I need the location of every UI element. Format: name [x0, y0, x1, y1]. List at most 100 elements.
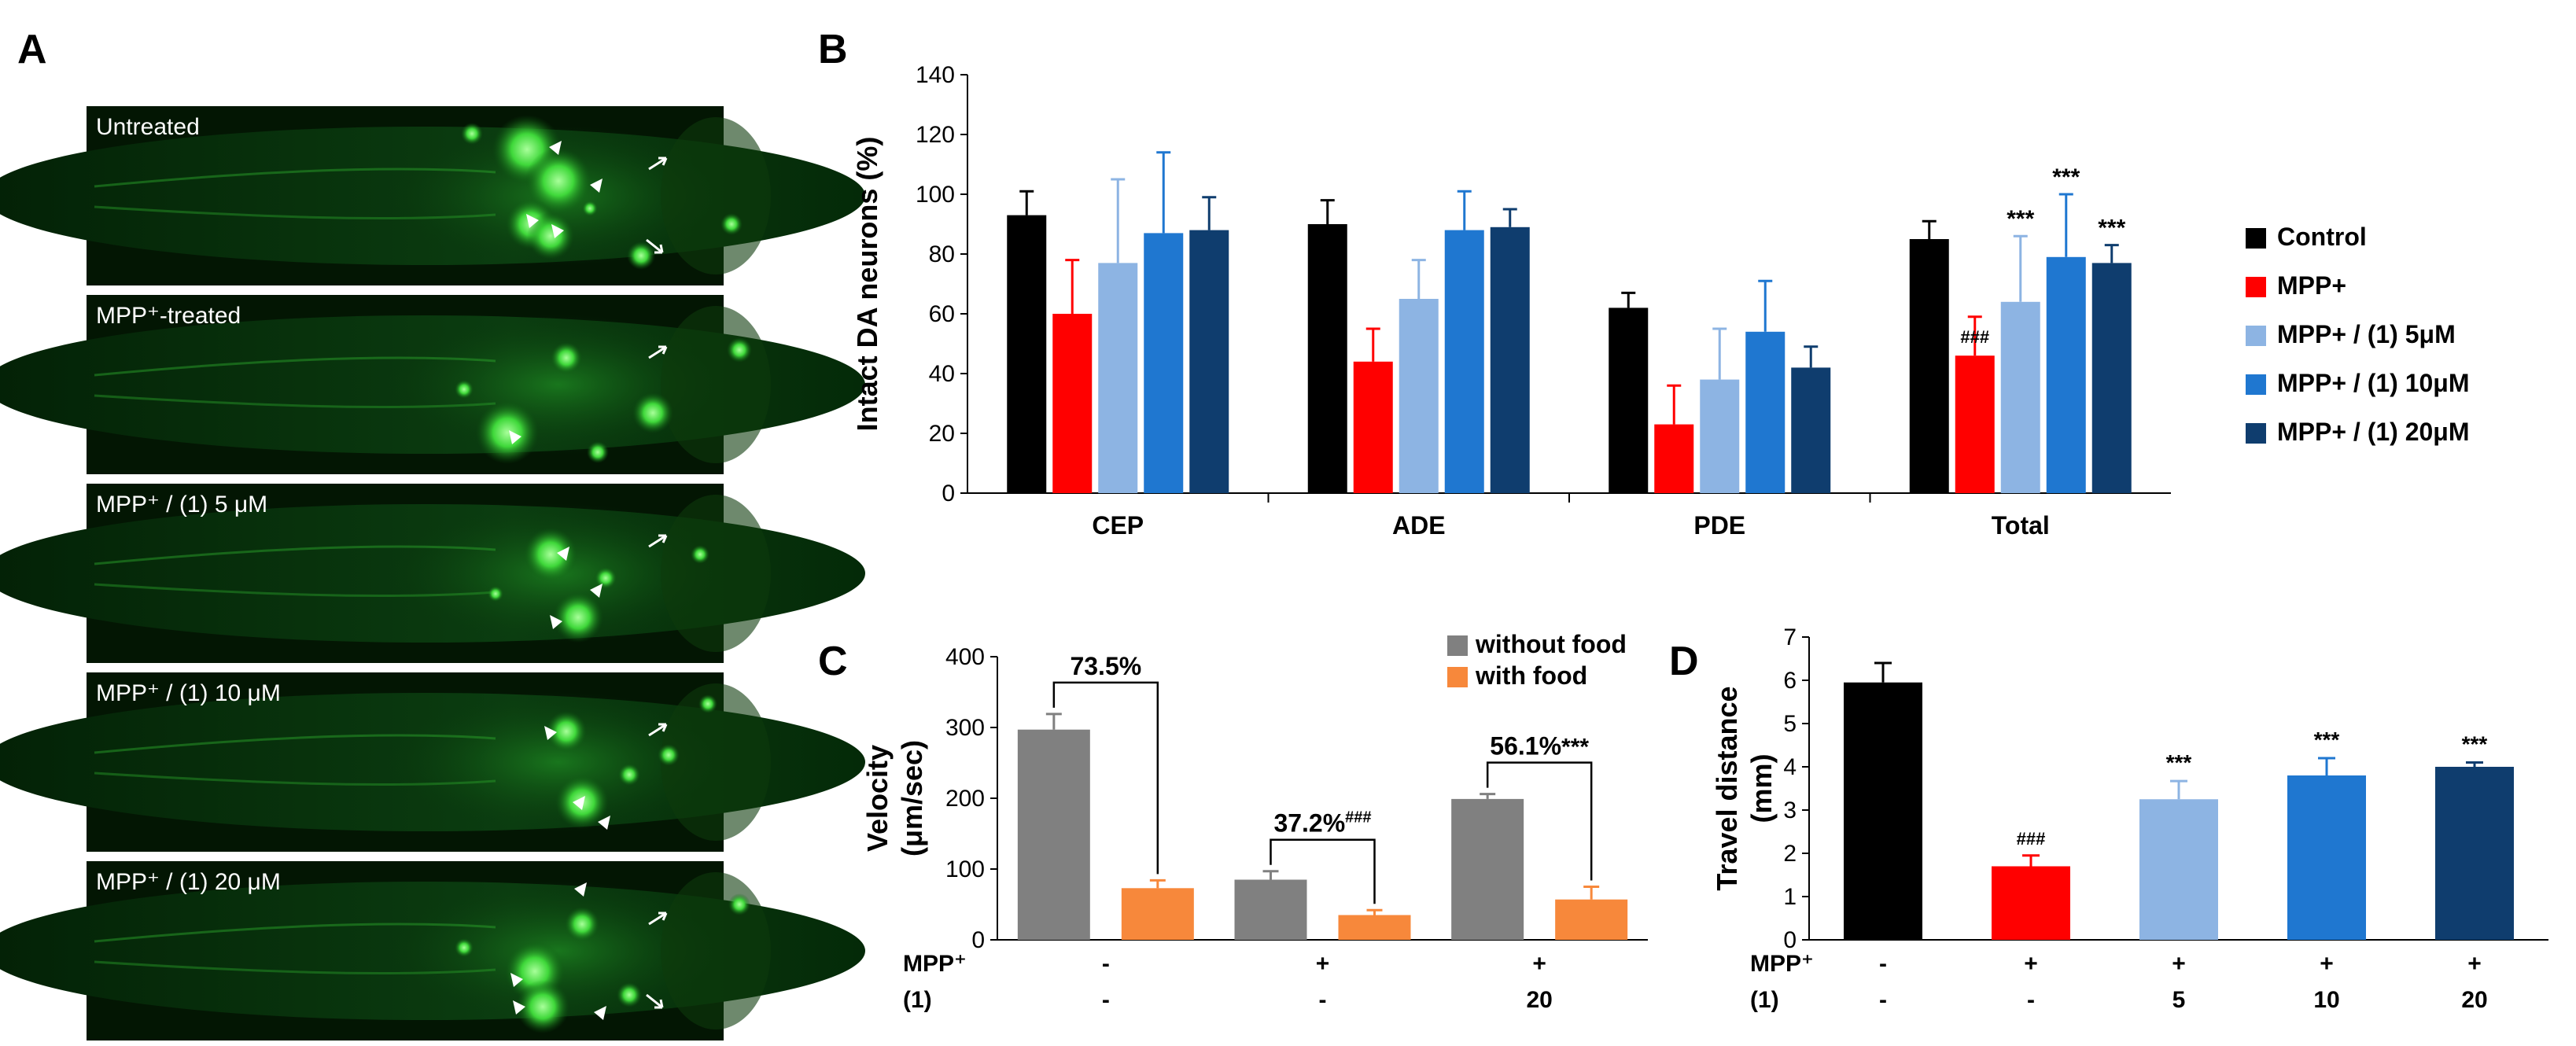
arrow-icon-head — [654, 244, 664, 254]
y-tick-label: 100 — [916, 182, 955, 208]
neuron-glow — [488, 586, 503, 602]
comparison-bracket — [1270, 838, 1376, 904]
neuron-glow — [582, 201, 598, 216]
dendrite-upper — [94, 734, 496, 754]
legend-label-with-food: with food — [1475, 661, 1587, 690]
y-tick-label: 300 — [945, 715, 985, 741]
neuron-glow — [595, 567, 617, 589]
arrowhead-icon — [574, 882, 587, 897]
bar-pde-mpp-1-5-m — [1700, 379, 1740, 493]
arrowhead-icon — [510, 973, 523, 987]
x-row-value: - — [1102, 951, 1110, 977]
bar-group3-without-food — [1451, 798, 1524, 940]
head-tip — [661, 117, 771, 274]
dendrite-upper — [94, 545, 496, 565]
neuron-glow — [455, 938, 474, 957]
significance-label: *** — [2098, 215, 2125, 241]
bar-total-mpp-1-10-m — [2046, 256, 2086, 493]
y-tick-label: 100 — [945, 856, 985, 882]
bar-cep-mpp-1-5-m — [1098, 263, 1138, 493]
x-row-value: + — [2467, 951, 2482, 977]
x-row-value: + — [2172, 951, 2186, 977]
legend-swatch-mpp — [2246, 277, 2266, 297]
bar-4 — [2287, 775, 2366, 940]
dendrite-lower — [94, 205, 496, 220]
micrograph-label: Untreated — [96, 114, 200, 140]
micrograph-1: Untreated — [0, 106, 865, 285]
neuron-glow — [617, 982, 642, 1007]
y-tick-label: 120 — [916, 122, 955, 148]
percent-reduction-label: 37.2%### — [1273, 809, 1371, 838]
significance-label: *** — [2314, 727, 2340, 752]
y-tick-label: 400 — [945, 644, 985, 670]
x-row-value: - — [1102, 987, 1110, 1013]
neuron-glow — [516, 980, 569, 1033]
chart-b-intact-da-neurons: 0 20 40 60 80 100 120 140 Intact DA neurons (%) C… — [851, 62, 2470, 540]
y-tick-label: 0 — [942, 481, 955, 506]
dendrite-lower — [94, 583, 496, 598]
arrow-icon — [648, 723, 667, 737]
bar-cep-mpp-1-10-m — [1144, 233, 1184, 493]
neuron-glow — [546, 711, 587, 752]
arrow-icon — [646, 993, 663, 1009]
legend-label-mpp-1-10-m: MPP+ / (1) 10μM — [2277, 369, 2470, 397]
arrow-icon-head — [658, 345, 668, 355]
y-tick-label: 200 — [945, 786, 985, 812]
arrowhead-icon — [557, 547, 569, 561]
bar-group2-with-food — [1338, 915, 1411, 940]
neuron-glow — [587, 441, 609, 463]
bar-cep-mpp-1-20-m — [1189, 230, 1229, 493]
arrow-icon — [646, 238, 663, 254]
legend-swatch-with-food — [1447, 667, 1468, 687]
legend-label-without-food: without food — [1475, 630, 1627, 658]
y-tick-label: 40 — [929, 361, 955, 387]
significance-label: ### — [1960, 327, 1989, 347]
x-row-label-mpp: MPP⁺ — [903, 951, 967, 977]
neuron-glow — [627, 241, 655, 270]
micrograph-label: MPP⁺-treated — [96, 303, 241, 329]
neuron-glow — [727, 337, 752, 363]
arrowhead-icon — [526, 214, 539, 228]
legend-label-mpp-1-20-m: MPP+ / (1) 20μM — [2277, 418, 2470, 446]
significance-label: *** — [2462, 732, 2488, 757]
bar-group1-without-food — [1017, 729, 1090, 940]
x-tick-label-ade: ADE — [1392, 511, 1446, 540]
dendrite-lower — [94, 960, 496, 975]
chart-d-travel-distance: 0 1 2 3 4 5 6 7 Travel distance (mm) ### *** *** *** M… — [1711, 624, 2548, 1013]
y-tick-label: 0 — [1783, 927, 1797, 953]
neuron-glow — [553, 592, 603, 643]
x-row-value: 10 — [2313, 987, 2339, 1013]
bar-ade-mpp — [1353, 361, 1393, 493]
x-tick-label-cep: CEP — [1092, 511, 1144, 540]
comparison-bracket — [1486, 761, 1593, 881]
arrow-icon-head — [658, 912, 668, 921]
arrow-icon — [648, 534, 667, 548]
legend-label-control: Control — [2277, 223, 2367, 251]
x-row-value: - — [1879, 987, 1887, 1013]
x-row-label-1: (1) — [903, 987, 932, 1013]
y-axis-label-units: (μm/sec) — [896, 740, 928, 856]
significance-label: ### — [1345, 809, 1371, 827]
panel-d-letter: D — [1669, 639, 1699, 684]
y-axis-label: Travel distance — [1711, 686, 1743, 890]
micrograph-4: MPP⁺ / (1) 10 μM — [0, 672, 865, 852]
bar-1 — [1844, 682, 1922, 940]
arrowhead-icon — [549, 141, 562, 155]
arrowhead-icon — [590, 584, 603, 598]
y-axis-label: Velocity — [861, 745, 894, 852]
bar-pde-control — [1609, 308, 1649, 493]
y-tick-label: 140 — [916, 62, 955, 88]
head-tip — [661, 683, 771, 841]
bar-group2-without-food — [1234, 879, 1307, 940]
significance-label: *** — [2007, 206, 2034, 232]
micrograph-label: MPP⁺ / (1) 20 μM — [96, 869, 281, 895]
dendrite-upper — [94, 168, 496, 188]
panel-c-letter: C — [818, 639, 848, 684]
percent-reduction-label: 56.1%*** — [1490, 732, 1589, 761]
y-tick-label: 4 — [1783, 754, 1797, 780]
micrograph-label: MPP⁺ / (1) 10 μM — [96, 680, 281, 706]
bar-total-mpp-1-20-m — [2091, 263, 2132, 493]
bar-total-mpp-1-5-m — [2000, 301, 2040, 493]
y-tick-label: 5 — [1783, 711, 1797, 737]
neuron-glow — [698, 694, 717, 713]
